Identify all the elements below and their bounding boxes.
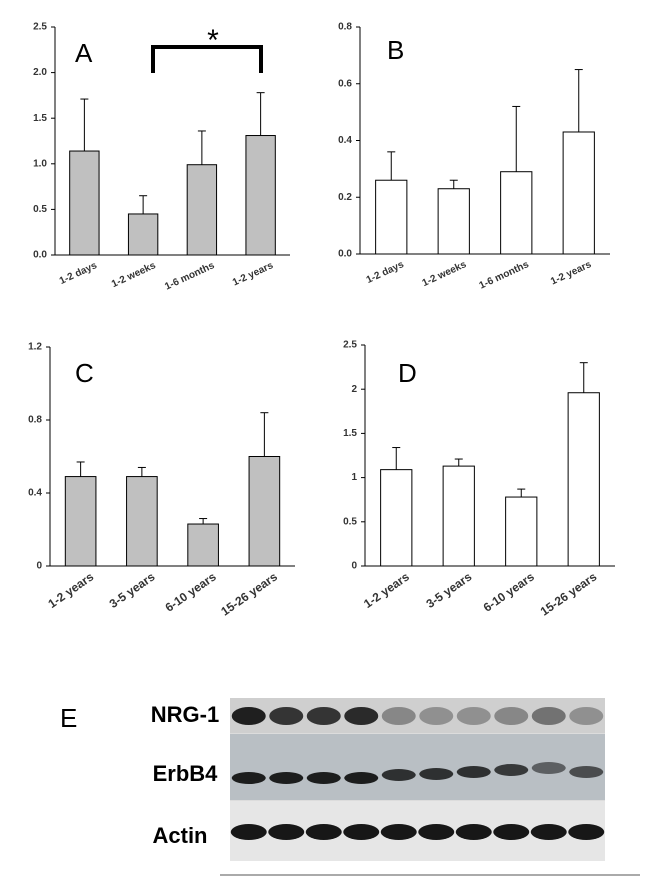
y-tick-label: 1.5 [343, 428, 357, 439]
x-tick-label: 6-10 years [481, 569, 537, 614]
x-tick-label: 1-2 weeks [421, 259, 469, 289]
blot-band [494, 707, 529, 725]
x-tick-label: 1-2 days [58, 260, 99, 287]
bar [64, 476, 97, 567]
y-tick-label: 0.5 [33, 204, 47, 215]
blot-band [419, 707, 454, 725]
x-tick-label: 6-10 years [163, 569, 219, 614]
panel-label: E [60, 703, 77, 733]
bar [375, 179, 408, 255]
blot-band [455, 824, 492, 840]
blot-band [306, 707, 341, 725]
panel-label: C [75, 358, 94, 388]
bar [187, 523, 219, 567]
y-tick-label: 2 [351, 384, 357, 395]
y-tick-label: 0.6 [338, 78, 352, 89]
blot-band [569, 707, 604, 725]
panel-label: D [398, 358, 417, 388]
blot-band [305, 824, 342, 840]
blot-band [493, 824, 530, 840]
blot-row-label: Actin [153, 823, 208, 848]
y-tick-label: 0 [36, 561, 42, 572]
x-tick-label: 3-5 years [424, 569, 475, 611]
blot-band [568, 824, 605, 840]
x-tick-label: 1-2 weeks [110, 260, 158, 290]
bar [380, 469, 413, 567]
panel-label: B [387, 35, 404, 65]
bar [505, 496, 538, 567]
x-tick-label: 15-26 years [218, 569, 280, 618]
x-tick-label: 15-26 years [538, 569, 600, 618]
blot-bands [230, 707, 605, 840]
blot-band [381, 707, 416, 725]
y-tick-label: 0.8 [338, 22, 352, 33]
y-tick-label: 0.8 [28, 415, 42, 426]
blot-band [531, 762, 566, 774]
y-tick-label: 1.0 [33, 158, 47, 169]
blot-band [231, 707, 266, 725]
significance-mark: * [207, 24, 219, 57]
blot-row-label: NRG-1 [151, 702, 219, 727]
bar [186, 164, 218, 256]
y-tick-label: 1.5 [33, 113, 47, 124]
blot-band [269, 707, 304, 725]
y-tick-label: 0.2 [338, 192, 352, 203]
bar [127, 213, 159, 256]
x-tick-label: 1-6 months [478, 259, 531, 292]
x-tick-label: 1-2 years [361, 569, 412, 611]
bar [567, 392, 600, 567]
blot-band [344, 772, 379, 784]
blot-row-label: ErbB4 [153, 761, 219, 786]
blot-band [381, 769, 416, 781]
bar [442, 465, 475, 567]
bar [245, 135, 276, 256]
blot-band [230, 824, 267, 840]
y-tick-label: 0.4 [338, 135, 352, 146]
bar [69, 150, 100, 256]
x-tick-label: 1-2 years [231, 260, 275, 288]
bar [562, 131, 595, 255]
blot-band [268, 824, 305, 840]
y-tick-label: 2.0 [33, 67, 47, 78]
y-tick-label: 1.2 [28, 342, 42, 353]
blot-band [418, 824, 455, 840]
y-tick-label: 0 [351, 561, 357, 572]
blot-band [569, 766, 604, 778]
y-tick-label: 0.5 [343, 516, 357, 527]
panel-label: A [75, 38, 93, 68]
y-tick-label: 0.0 [338, 249, 352, 260]
blot-band [419, 768, 454, 780]
bar [126, 476, 158, 567]
x-tick-label: 3-5 years [107, 569, 158, 611]
y-tick-label: 1 [351, 472, 357, 483]
bar [437, 188, 470, 255]
y-tick-label: 2.5 [343, 340, 357, 351]
blot-band [531, 707, 566, 725]
blot-band [306, 772, 341, 784]
x-tick-label: 1-2 years [46, 569, 97, 611]
blot-band [456, 766, 491, 778]
bar [248, 456, 281, 567]
blot-band [530, 824, 567, 840]
significance-bracket [151, 45, 263, 73]
bar [500, 171, 533, 255]
x-tick-label: 1-2 years [549, 259, 593, 287]
blot-band [380, 824, 417, 840]
blot-band [456, 707, 491, 725]
x-tick-label: 1-2 days [365, 259, 406, 286]
y-tick-label: 0.4 [28, 488, 42, 499]
blot-band [231, 772, 266, 784]
y-tick-label: 2.5 [33, 22, 47, 33]
y-tick-label: 0.0 [33, 250, 47, 261]
blot-band [494, 764, 529, 776]
blot-band [343, 824, 380, 840]
blot-band [269, 772, 304, 784]
x-tick-label: 1-6 months [163, 260, 216, 293]
blot-band [344, 707, 379, 725]
